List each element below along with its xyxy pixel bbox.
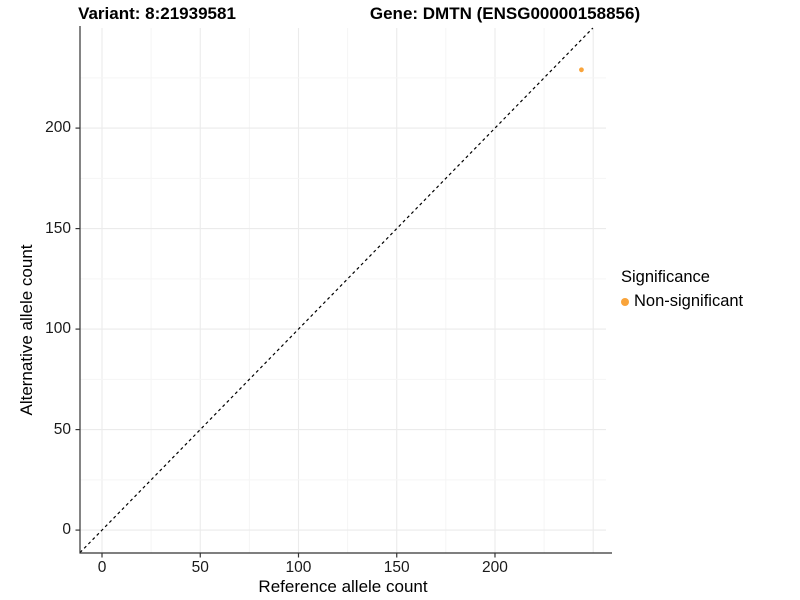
identity-reference-line <box>79 27 594 554</box>
legend-entries: Non-significant <box>621 292 743 311</box>
legend-entry-label: Non-significant <box>634 292 744 310</box>
y-tick-label: 150 <box>45 219 71 237</box>
x-tick-label: 50 <box>191 559 209 576</box>
y-axis-title: Alternative allele count <box>17 244 36 416</box>
y-tick-label: 50 <box>53 420 71 438</box>
x-tick-label: 100 <box>285 559 312 576</box>
data-point <box>579 67 584 73</box>
gene-title: Gene: DMTN (ENSG00000158856) <box>369 4 641 23</box>
variant-title: Variant: 8:21939581 <box>78 4 236 23</box>
y-tick-label: 0 <box>62 521 71 539</box>
legend: Significance Non-significant <box>621 268 743 311</box>
y-tick-label: 100 <box>45 320 71 338</box>
legend-entry: Non-significant <box>621 292 743 311</box>
x-axis-title: Reference allele count <box>258 577 428 596</box>
x-tick-label: 0 <box>97 559 107 576</box>
x-tick-label: 200 <box>482 559 508 576</box>
y-tick-label: 200 <box>45 119 71 137</box>
legend-point-icon <box>621 297 629 306</box>
legend-title: Significance <box>621 268 710 286</box>
x-tick-label: 150 <box>383 559 410 576</box>
